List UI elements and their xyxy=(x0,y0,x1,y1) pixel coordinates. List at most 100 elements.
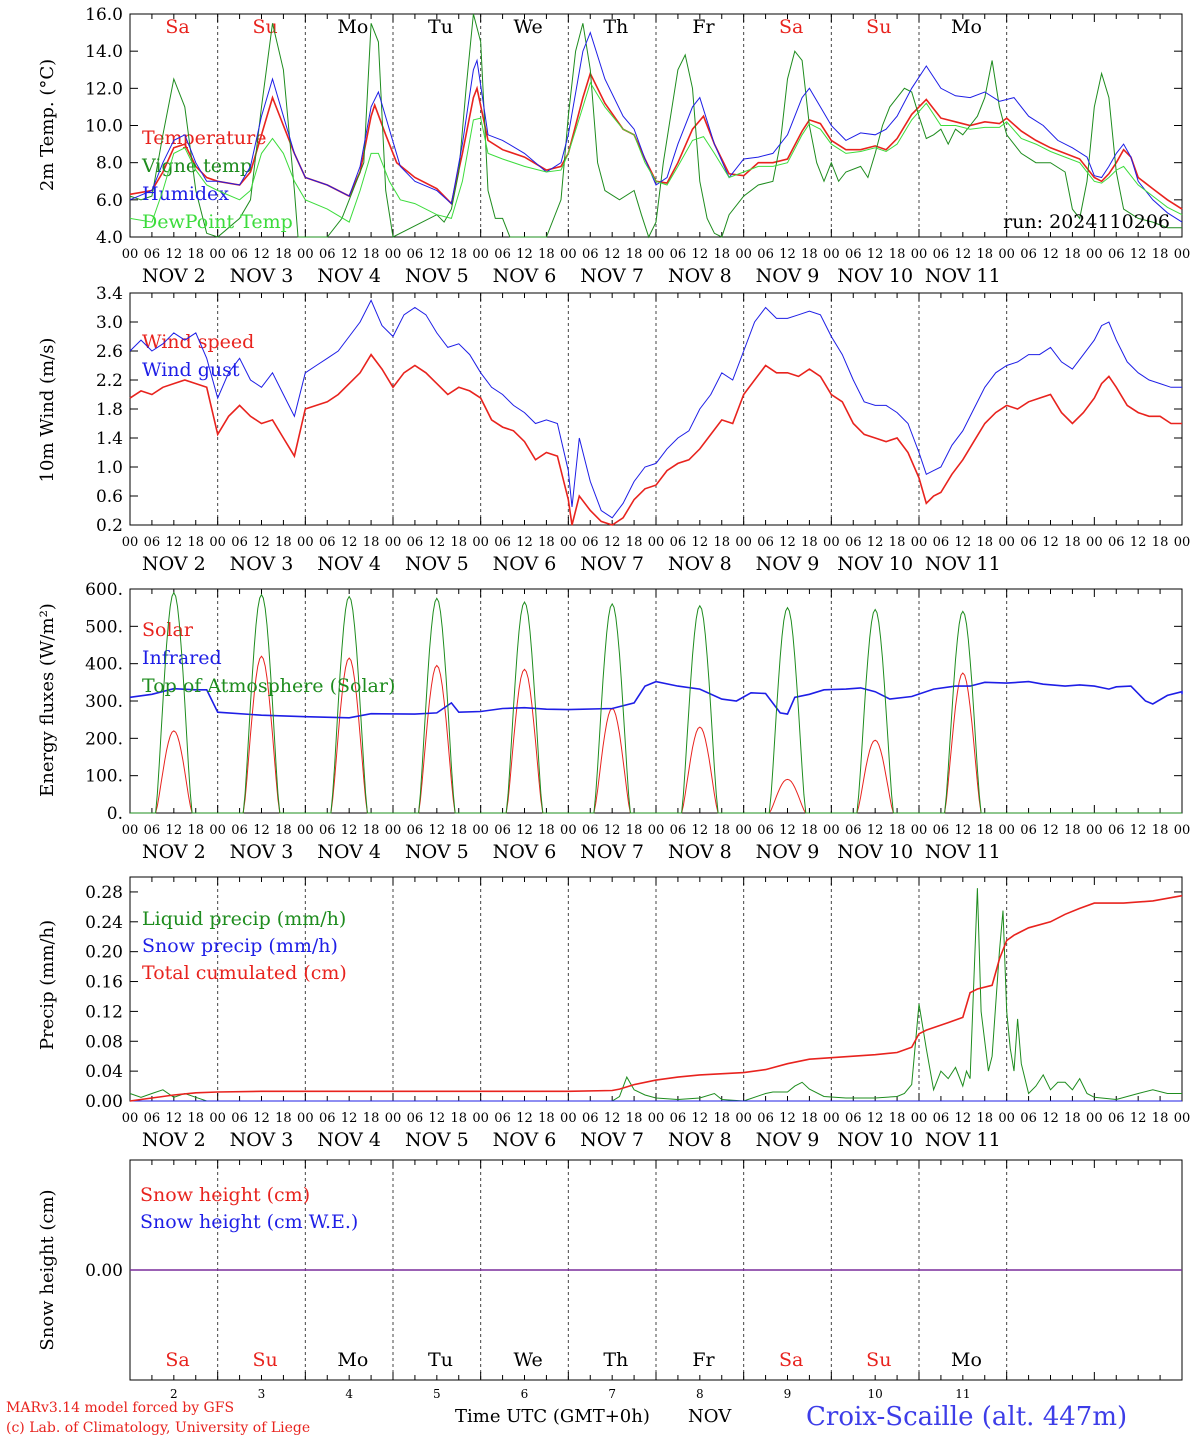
weekday-label: Su xyxy=(253,16,278,38)
y-tick-label: 0.2 xyxy=(96,516,123,536)
hour-tick-label: 18 xyxy=(363,535,380,550)
hour-tick-label: 12 xyxy=(1042,535,1059,550)
hour-tick-label: 06 xyxy=(582,823,599,838)
hour-tick-label: 06 xyxy=(407,1111,424,1126)
hour-tick-label: 18 xyxy=(1064,535,1081,550)
bottom-day-number: 4 xyxy=(345,1387,353,1401)
hour-tick-label: 00 xyxy=(209,823,226,838)
hour-tick-label: 00 xyxy=(209,1111,226,1126)
day-label: NOV 8 xyxy=(668,265,732,287)
series-line-top-of-atmosphere-solar- xyxy=(130,591,1182,814)
hour-tick-label: 00 xyxy=(385,247,402,262)
day-label: NOV 4 xyxy=(317,265,381,287)
y-tick-label: 200. xyxy=(85,729,123,749)
hour-tick-label: 00 xyxy=(1086,247,1103,262)
hour-tick-label: 12 xyxy=(516,247,533,262)
hour-tick-label: 18 xyxy=(1064,823,1081,838)
hour-tick-label: 00 xyxy=(1086,535,1103,550)
hour-tick-label: 18 xyxy=(889,247,906,262)
hour-tick-label: 00 xyxy=(209,247,226,262)
day-label: NOV 6 xyxy=(493,1129,557,1151)
day-label: NOV 11 xyxy=(925,1129,1001,1151)
y-tick-label: 3.0 xyxy=(96,313,123,333)
hour-tick-label: 18 xyxy=(187,1111,204,1126)
hour-tick-label: 00 xyxy=(560,1111,577,1126)
day-label: NOV 7 xyxy=(580,265,644,287)
hour-tick-label: 18 xyxy=(1152,247,1169,262)
hour-tick-label: 12 xyxy=(955,1111,972,1126)
hour-tick-label: 12 xyxy=(253,823,270,838)
hour-tick-label: 12 xyxy=(341,823,358,838)
hour-tick-label: 06 xyxy=(231,823,248,838)
hour-tick-label: 00 xyxy=(998,535,1015,550)
day-label: NOV 7 xyxy=(580,841,644,863)
hour-tick-label: 18 xyxy=(713,535,730,550)
hour-tick-label: 12 xyxy=(253,247,270,262)
hour-tick-label: 18 xyxy=(538,1111,555,1126)
y-tick-label: 1.8 xyxy=(96,400,123,420)
hour-tick-label: 06 xyxy=(757,247,774,262)
hour-tick-label: 18 xyxy=(538,823,555,838)
y-tick-label: 600. xyxy=(85,580,123,600)
hour-tick-label: 18 xyxy=(713,1111,730,1126)
bottom-day-number: 2 xyxy=(170,1387,178,1401)
hour-tick-label: 06 xyxy=(407,823,424,838)
hour-tick-label: 00 xyxy=(385,1111,402,1126)
hour-tick-label: 12 xyxy=(867,535,884,550)
hour-tick-label: 06 xyxy=(670,1111,687,1126)
hour-tick-label: 06 xyxy=(1020,535,1037,550)
hour-tick-label: 12 xyxy=(779,247,796,262)
hour-tick-label: 06 xyxy=(319,535,336,550)
y-tick-label: 0.28 xyxy=(85,883,123,903)
legend-liquid-precip-mm-h-: Liquid precip (mm/h) xyxy=(142,908,346,930)
hour-tick-label: 12 xyxy=(955,535,972,550)
hour-tick-label: 18 xyxy=(187,535,204,550)
y-tick-label: 1.4 xyxy=(96,429,123,449)
weekday-label: Su xyxy=(866,1349,891,1371)
weekday-label: Fr xyxy=(692,16,715,38)
hour-tick-label: 06 xyxy=(757,823,774,838)
y-tick-label: 0.6 xyxy=(96,487,123,507)
hour-tick-label: 12 xyxy=(692,823,709,838)
series-line-total-cumulated-cm- xyxy=(129,894,1183,1102)
hour-tick-label: 00 xyxy=(823,823,840,838)
hour-tick-label: 06 xyxy=(319,823,336,838)
hour-tick-label: 18 xyxy=(626,1111,643,1126)
hour-tick-label: 00 xyxy=(911,823,928,838)
hour-tick-label: 18 xyxy=(626,247,643,262)
y-axis-label: Energy fluxes (W/m²) xyxy=(37,603,58,797)
hour-tick-label: 00 xyxy=(472,1111,489,1126)
weekday-label: Th xyxy=(603,16,628,38)
hour-tick-label: 18 xyxy=(450,535,467,550)
weekday-label: Sa xyxy=(779,16,803,38)
hour-tick-label: 12 xyxy=(516,823,533,838)
hour-tick-label: 12 xyxy=(166,823,183,838)
hour-tick-label: 06 xyxy=(933,535,950,550)
y-tick-label: 1.0 xyxy=(96,458,123,478)
hour-tick-label: 00 xyxy=(122,247,139,262)
hour-tick-label: 06 xyxy=(494,1111,511,1126)
y-tick-label: 14.0 xyxy=(85,42,123,62)
hour-tick-label: 00 xyxy=(735,1111,752,1126)
hour-tick-label: 00 xyxy=(823,535,840,550)
hour-tick-label: 18 xyxy=(1152,823,1169,838)
hour-tick-label: 12 xyxy=(341,247,358,262)
hour-tick-label: 06 xyxy=(1020,247,1037,262)
y-tick-label: 100. xyxy=(85,767,123,787)
y-tick-label: 8.0 xyxy=(96,154,123,174)
hour-tick-label: 00 xyxy=(385,535,402,550)
day-label: NOV 10 xyxy=(837,553,913,575)
hour-tick-label: 18 xyxy=(976,247,993,262)
y-tick-label: 0.12 xyxy=(85,1002,123,1022)
hour-tick-label: 12 xyxy=(692,535,709,550)
day-label: NOV 8 xyxy=(668,553,732,575)
day-label: NOV 3 xyxy=(230,553,294,575)
hour-tick-label: 12 xyxy=(166,1111,183,1126)
hour-tick-label: 06 xyxy=(494,823,511,838)
hour-tick-label: 00 xyxy=(735,247,752,262)
legend-wind-gust: Wind gust xyxy=(142,359,240,381)
y-tick-label: 0.24 xyxy=(85,913,123,933)
hour-tick-label: 00 xyxy=(297,823,314,838)
hour-tick-label: 12 xyxy=(779,823,796,838)
